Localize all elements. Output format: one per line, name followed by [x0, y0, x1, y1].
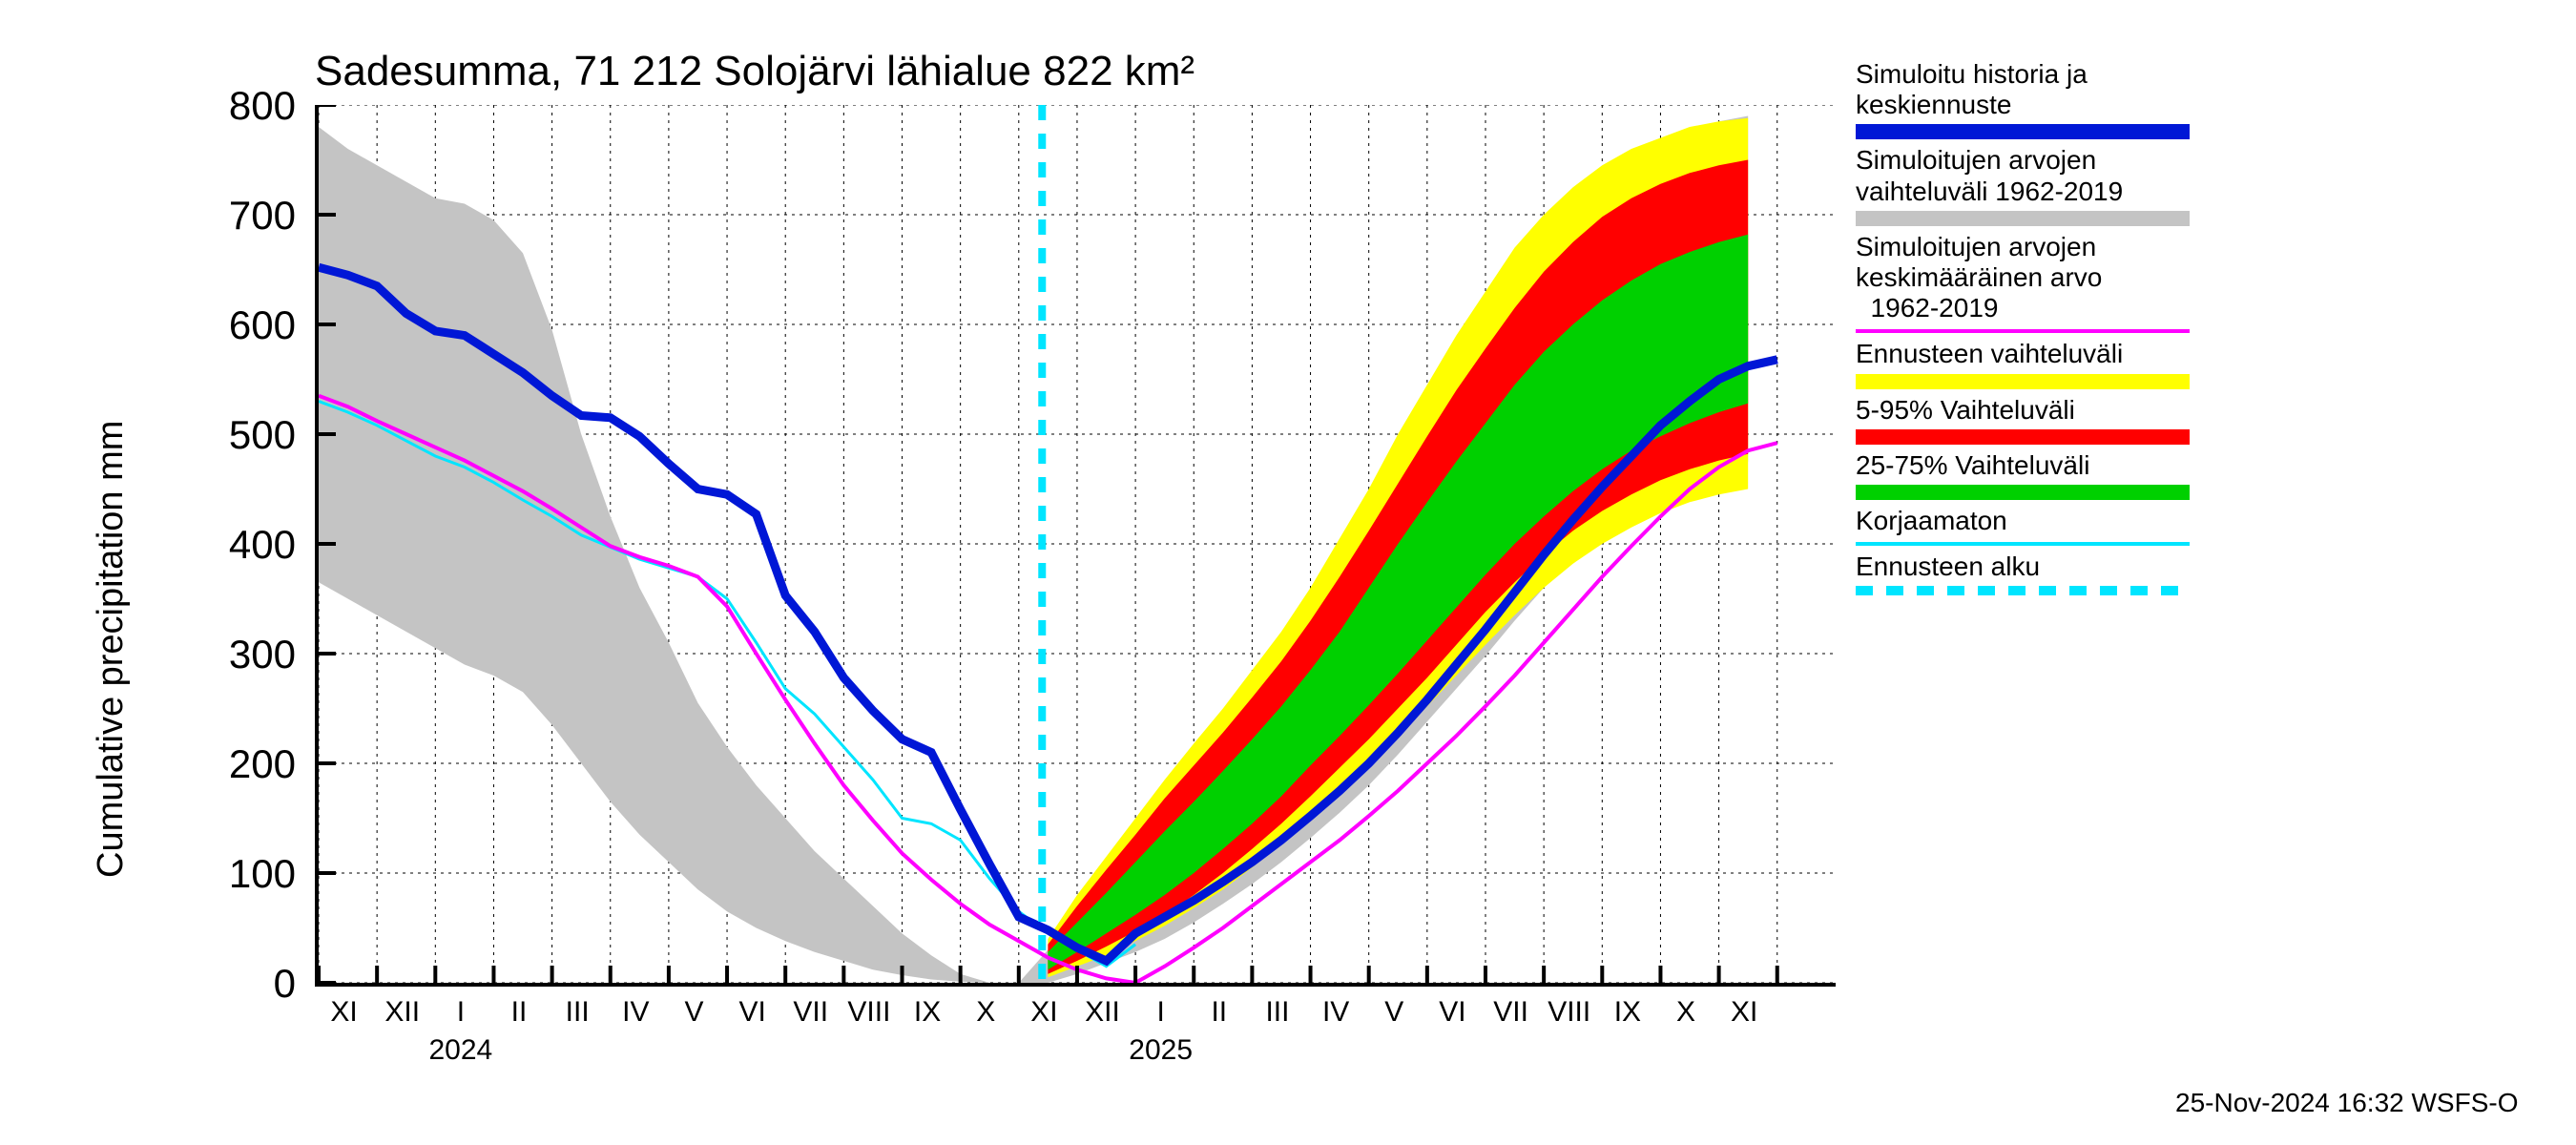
footer-timestamp: 25-Nov-2024 16:32 WSFS-O [2175, 1088, 2519, 1118]
x-tick-month: IX [914, 996, 941, 1029]
legend-item: Ennusteen alku [1856, 552, 2190, 595]
legend-swatch [1856, 485, 2190, 500]
legend-label: Simuloitujen arvojen vaihteluväli 1962-2… [1856, 145, 2190, 206]
legend-swatch [1856, 124, 2190, 139]
y-tick: 800 [191, 83, 296, 129]
legend-item: Simuloitu historia ja keskiennuste [1856, 59, 2190, 139]
y-tick: 500 [191, 412, 296, 458]
legend-swatch [1856, 211, 2190, 226]
legend-label: 5-95% Vaihteluväli [1856, 395, 2190, 426]
y-tick: 600 [191, 302, 296, 348]
legend-label: Ennusteen vaihteluväli [1856, 339, 2190, 369]
x-tick-month: VIII [1548, 996, 1590, 1029]
precipitation-chart-figure: Sadesumma, 71 212 Solojärvi lähialue 822… [0, 0, 2576, 1145]
y-tick: 200 [191, 741, 296, 787]
x-tick-month: I [457, 996, 465, 1029]
x-tick-month: II [1211, 996, 1227, 1029]
legend-swatch [1856, 586, 2190, 595]
x-tick-month: IV [1322, 996, 1349, 1029]
legend: Simuloitu historia ja keskiennuste Simulo… [1856, 59, 2190, 601]
x-tick-month: V [684, 996, 703, 1029]
plot-area [315, 105, 1836, 987]
legend-label: Simuloitujen arvojen keskimääräinen arvo… [1856, 232, 2190, 324]
x-tick-month: V [1384, 996, 1403, 1029]
x-year-label: 2025 [1129, 1034, 1193, 1067]
y-tick: 400 [191, 522, 296, 568]
x-tick-month: X [976, 996, 995, 1029]
plot-svg [319, 105, 1836, 983]
x-tick-month: VI [738, 996, 765, 1029]
x-tick-month: X [1676, 996, 1695, 1029]
legend-item: Simuloitujen arvojen vaihteluväli 1962-2… [1856, 145, 2190, 225]
chart-title: Sadesumma, 71 212 Solojärvi lähialue 822… [315, 48, 1195, 95]
legend-swatch [1856, 329, 2190, 333]
x-tick-month: I [1157, 996, 1165, 1029]
x-tick-month: XI [330, 996, 357, 1029]
y-tick: 700 [191, 193, 296, 239]
legend-swatch [1856, 429, 2190, 445]
y-tick: 100 [191, 851, 296, 897]
x-tick-month: III [566, 996, 590, 1029]
x-tick-month: XII [1085, 996, 1120, 1029]
x-tick-month: XI [1030, 996, 1057, 1029]
x-tick-month: VII [793, 996, 828, 1029]
y-tick: 300 [191, 632, 296, 677]
x-tick-month: VII [1493, 996, 1528, 1029]
legend-item: Simuloitujen arvojen keskimääräinen arvo… [1856, 232, 2190, 334]
y-tick: 0 [191, 961, 296, 1007]
legend-item: 5-95% Vaihteluväli [1856, 395, 2190, 445]
legend-label: Simuloitu historia ja keskiennuste [1856, 59, 2190, 120]
legend-swatch [1856, 374, 2190, 389]
legend-item: 25-75% Vaihteluväli [1856, 450, 2190, 500]
y-axis-label: Cumulative precipitation mm [91, 421, 132, 878]
legend-item: Ennusteen vaihteluväli [1856, 339, 2190, 388]
x-tick-month: XII [384, 996, 420, 1029]
legend-item: Korjaamaton [1856, 506, 2190, 546]
x-tick-month: VIII [847, 996, 890, 1029]
x-year-label: 2024 [429, 1034, 493, 1067]
x-tick-month: XI [1731, 996, 1757, 1029]
x-tick-month: II [511, 996, 528, 1029]
legend-label: Korjaamaton [1856, 506, 2190, 536]
legend-label: 25-75% Vaihteluväli [1856, 450, 2190, 481]
x-tick-month: III [1265, 996, 1289, 1029]
legend-label: Ennusteen alku [1856, 552, 2190, 582]
legend-swatch [1856, 542, 2190, 546]
x-tick-month: IX [1614, 996, 1641, 1029]
x-tick-month: VI [1439, 996, 1465, 1029]
x-tick-month: IV [622, 996, 649, 1029]
